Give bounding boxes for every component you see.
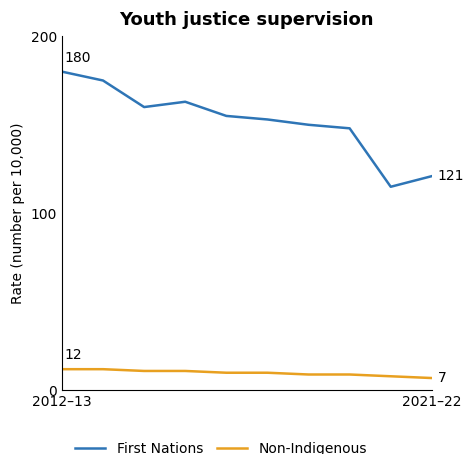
First Nations — [388, 184, 394, 189]
Title: Youth justice supervision: Youth justice supervision — [120, 11, 374, 29]
Non-Indigenous — [265, 370, 270, 375]
Non-Indigenous — [59, 366, 65, 372]
First Nations — [429, 173, 435, 179]
Non-Indigenous — [100, 366, 106, 372]
First Nations — [59, 69, 65, 74]
First Nations — [306, 122, 312, 128]
Text: 180: 180 — [65, 51, 91, 65]
First Nations — [141, 104, 147, 110]
Legend: First Nations, Non-Indigenous: First Nations, Non-Indigenous — [69, 436, 372, 454]
Non-Indigenous — [223, 370, 229, 375]
Non-Indigenous — [347, 372, 352, 377]
Text: 121: 121 — [437, 169, 464, 183]
Non-Indigenous — [182, 368, 188, 374]
First Nations — [100, 78, 106, 83]
Text: 12: 12 — [65, 348, 82, 362]
Text: 7: 7 — [437, 371, 446, 385]
First Nations — [223, 113, 229, 118]
Non-Indigenous — [141, 368, 147, 374]
Non-Indigenous — [429, 375, 435, 381]
Non-Indigenous — [388, 374, 394, 379]
First Nations — [265, 117, 270, 122]
First Nations — [182, 99, 188, 104]
First Nations — [347, 126, 352, 131]
Line: Non-Indigenous: Non-Indigenous — [62, 369, 432, 378]
Line: First Nations: First Nations — [62, 72, 432, 187]
Non-Indigenous — [306, 372, 312, 377]
Y-axis label: Rate (number per 10,000): Rate (number per 10,000) — [11, 123, 25, 304]
